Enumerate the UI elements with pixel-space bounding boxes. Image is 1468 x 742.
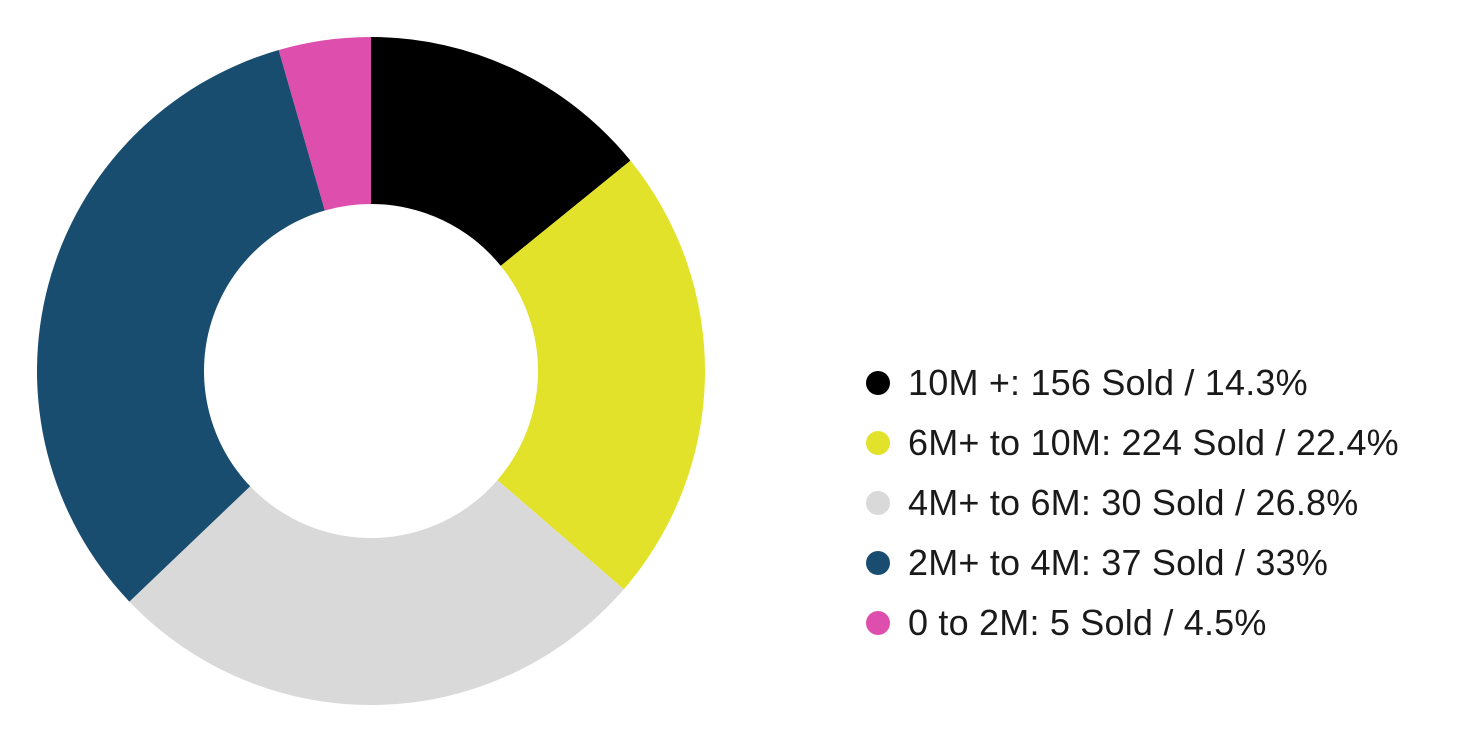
- legend-swatch: [866, 491, 890, 515]
- legend-label: 4M+ to 6M: 30 Sold / 26.8%: [908, 482, 1359, 523]
- donut-slice-4: [37, 50, 325, 602]
- legend-label: 0 to 2M: 5 Sold / 4.5%: [908, 602, 1267, 643]
- legend-swatch: [866, 611, 890, 635]
- legend-label: 10M +: 156 Sold / 14.3%: [908, 362, 1308, 403]
- legend-item-2m-to-4m: 2M+ to 4M: 37 Sold / 33%: [866, 533, 1399, 593]
- legend-item-4m-to-6m: 4M+ to 6M: 30 Sold / 26.8%: [866, 473, 1399, 533]
- legend-item-10m-plus: 10M +: 156 Sold / 14.3%: [866, 353, 1399, 413]
- legend-item-0-to-2m: 0 to 2M: 5 Sold / 4.5%: [866, 593, 1399, 653]
- donut-slice-5: [278, 37, 371, 211]
- donut-slice-3: [129, 480, 624, 705]
- legend-swatch: [866, 551, 890, 575]
- donut-slice-1: [371, 37, 631, 266]
- legend-swatch: [866, 371, 890, 395]
- chart-legend: 10M +: 156 Sold / 14.3% 6M+ to 10M: 224 …: [866, 353, 1399, 653]
- legend-swatch: [866, 431, 890, 455]
- donut-chart: [37, 37, 706, 705]
- legend-label: 2M+ to 4M: 37 Sold / 33%: [908, 542, 1329, 583]
- legend-label: 6M+ to 10M: 224 Sold / 22.4%: [908, 422, 1399, 463]
- donut-slice-2: [497, 160, 706, 590]
- legend-item-6m-to-10m: 6M+ to 10M: 224 Sold / 22.4%: [866, 413, 1399, 473]
